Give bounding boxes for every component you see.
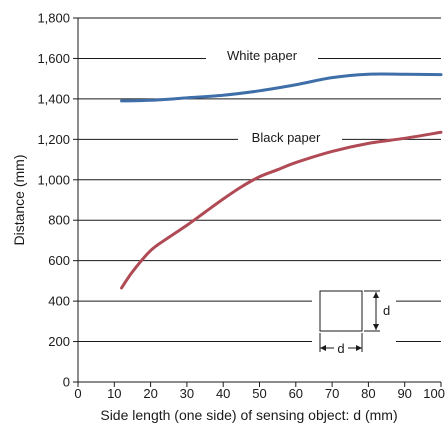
x-tick-label: 20 [143, 386, 157, 401]
y-tick-label: 600 [48, 253, 70, 268]
white-paper-series-line [120, 72, 443, 103]
y-tick-label: 1,800 [37, 11, 70, 26]
y-tick-label: 0 [63, 375, 70, 390]
side-dimension-label: d [383, 303, 390, 318]
x-tick-label: 40 [216, 386, 230, 401]
x-tick-label: 60 [289, 386, 303, 401]
white-paper-label: White paper [227, 48, 298, 63]
x-tick-label: 90 [397, 386, 411, 401]
y-tick-label: 1,600 [37, 51, 70, 66]
y-axis-label: Distance (mm) [11, 154, 27, 245]
x-tick-label: 80 [361, 386, 375, 401]
bottom-arrow-left [320, 345, 326, 351]
x-tick-labels: 0 10 20 30 40 50 60 70 80 90 100 [74, 386, 445, 401]
sensing-object-square [319, 290, 363, 332]
bottom-dimension-label: d [337, 341, 344, 356]
object-size-diagram: d d [312, 283, 396, 356]
grid-lines [73, 17, 442, 387]
side-arrow-down [373, 324, 379, 330]
y-tick-label: 800 [48, 213, 70, 228]
y-tick-label: 200 [48, 334, 70, 349]
x-tick-label: 70 [325, 386, 339, 401]
white-paper-label-bg [206, 46, 318, 64]
x-tick-label: 100 [423, 386, 445, 401]
x-tick-label: 0 [74, 386, 81, 401]
black-paper-label-bg [238, 128, 342, 146]
y-tick-labels: 0 200 400 600 800 1,000 1,200 1,400 1,600 1,800 [37, 11, 70, 390]
y-tick-label: 1,200 [37, 132, 70, 147]
y-tick-label: 400 [48, 294, 70, 309]
black-paper-series-line [120, 130, 443, 290]
y-tick-label: 1,400 [37, 91, 70, 106]
x-axis-label: Side length (one side) of sensing object… [100, 407, 397, 423]
x-tick-label: 30 [180, 386, 194, 401]
y-tick-label: 1,000 [37, 172, 70, 187]
black-paper-label: Black paper [252, 130, 321, 145]
series-lines [120, 72, 443, 290]
bottom-arrow-right [356, 345, 362, 351]
x-tick-label: 50 [252, 386, 266, 401]
x-tick-label: 10 [107, 386, 121, 401]
side-arrow-up [373, 292, 379, 298]
